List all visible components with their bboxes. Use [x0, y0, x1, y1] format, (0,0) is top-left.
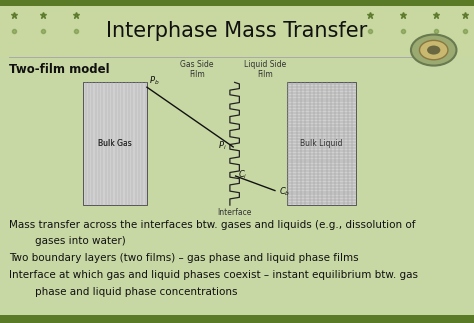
Text: $P_i$: $P_i$ — [218, 140, 227, 152]
Text: $C_b$: $C_b$ — [279, 185, 290, 198]
Text: phase and liquid phase concentrations: phase and liquid phase concentrations — [9, 287, 238, 297]
Text: Mass transfer across the interfaces btw. gases and liquids (e.g., dissolution of: Mass transfer across the interfaces btw.… — [9, 220, 416, 230]
Bar — [83, 82, 147, 205]
Text: Two boundary layers (two films) – gas phase and liquid phase films: Two boundary layers (two films) – gas ph… — [9, 253, 359, 263]
Text: Bulk Liquid: Bulk Liquid — [300, 139, 342, 148]
Bar — [0, 0, 474, 6]
Bar — [0, 0, 474, 57]
Circle shape — [427, 46, 440, 55]
Text: $C_i$: $C_i$ — [238, 169, 247, 181]
Text: Interphase Mass Transfer: Interphase Mass Transfer — [106, 21, 368, 41]
Text: gases into water): gases into water) — [9, 236, 126, 246]
Text: $P_b$: $P_b$ — [149, 75, 160, 88]
Text: Two-film model: Two-film model — [9, 63, 110, 76]
Text: Bulk Gas: Bulk Gas — [98, 139, 132, 148]
Circle shape — [419, 40, 448, 60]
Text: Liquid Side
Film: Liquid Side Film — [244, 60, 287, 79]
Text: Bulk Gas: Bulk Gas — [98, 139, 132, 148]
Text: Gas Side
Film: Gas Side Film — [180, 60, 213, 79]
Text: Interface at which gas and liquid phases coexist – instant equilibrium btw. gas: Interface at which gas and liquid phases… — [9, 270, 419, 280]
Bar — [0, 315, 474, 323]
Bar — [287, 82, 356, 205]
Circle shape — [411, 35, 456, 66]
Text: Interface: Interface — [218, 208, 252, 217]
